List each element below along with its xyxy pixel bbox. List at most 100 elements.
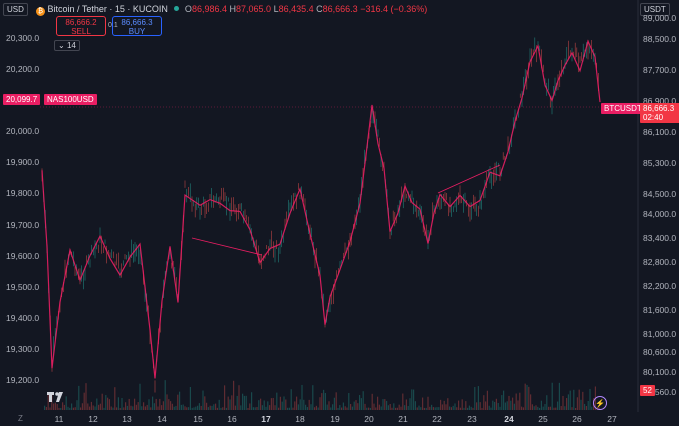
volume-bar: [152, 396, 154, 410]
time-axis-label: 24: [504, 414, 514, 424]
volume-bar: [362, 391, 364, 410]
left-axis-label: 19,300.0: [6, 344, 40, 354]
volume-bar: [222, 407, 224, 410]
volume-bar: [299, 399, 301, 410]
volume-bar: [389, 403, 391, 410]
volume-bar: [224, 385, 226, 410]
volume-bar: [90, 401, 92, 410]
time-axis-label: 17: [261, 414, 271, 424]
right-axis-label: 88,500.0: [643, 34, 677, 44]
volume-bar: [387, 405, 389, 410]
left-axis-label: 19,200.0: [6, 375, 40, 385]
volume-bar: [132, 406, 134, 410]
volume-bar: [202, 390, 204, 410]
volume-bar: [368, 407, 370, 410]
volume-bar: [584, 403, 586, 410]
left-axis-label: 20,300.0: [6, 33, 40, 43]
time-axis-label: 12: [88, 414, 98, 424]
volume-bar: [168, 399, 170, 410]
volume-bar: [108, 399, 110, 410]
volume-bar: [434, 407, 436, 410]
right-axis-label: 89,000.0: [643, 13, 677, 23]
volume-bar: [171, 403, 173, 410]
volume-bar: [137, 402, 139, 410]
volume-bar: [44, 405, 46, 410]
volume-bar: [515, 393, 517, 410]
volume-bar: [492, 400, 494, 410]
sell-button[interactable]: 86,666.2 SELL: [56, 16, 106, 36]
symbol-title[interactable]: Bitcoin / Tether · 15 · KUCOIN: [47, 4, 168, 14]
time-axis-label: 18: [295, 414, 305, 424]
volume-bar: [204, 396, 206, 410]
volume-bar: [353, 401, 355, 410]
volume-bar: [207, 407, 209, 410]
volume-bar: [576, 397, 578, 410]
volume-bar: [476, 402, 478, 410]
volume-bar: [429, 406, 431, 410]
volume-bar: [319, 397, 321, 410]
volume-bar: [130, 405, 132, 410]
volume-bar: [94, 406, 96, 410]
time-axis-label: 26: [572, 414, 582, 424]
volume-bar: [83, 392, 85, 410]
volume-bar: [315, 405, 317, 410]
volume-bar: [247, 407, 249, 410]
volume-bar: [285, 399, 287, 410]
volume-bar: [535, 405, 537, 410]
volume-bar: [519, 392, 521, 410]
volume-bar: [227, 396, 229, 410]
volume-bar: [377, 396, 379, 410]
volume-bar: [436, 407, 438, 410]
volume-bar: [209, 405, 211, 410]
volume-bar: [175, 405, 177, 410]
volume-bar: [441, 404, 443, 410]
volume-bar: [508, 395, 510, 410]
z-axis-toggle[interactable]: Z: [18, 414, 23, 423]
lightning-icon[interactable]: ⚡: [593, 396, 607, 410]
volume-bar: [472, 407, 474, 410]
volume-bar: [357, 403, 359, 410]
volume-bar: [420, 407, 422, 410]
volume-bar: [582, 391, 584, 410]
volume-bar: [186, 407, 188, 410]
volume-bar: [540, 400, 542, 410]
right-axis-label: 83,400.0: [643, 233, 677, 243]
volume-bar: [359, 395, 361, 410]
volume-bar: [567, 394, 569, 410]
volume-bar: [573, 389, 575, 410]
volume-bar: [321, 393, 323, 410]
volume-bar: [407, 405, 409, 410]
left-currency-selector[interactable]: USD: [3, 3, 28, 16]
left-axis-label: 19,500.0: [6, 282, 40, 292]
volume-bar: [522, 407, 524, 410]
volume-bar: [49, 407, 51, 410]
volume-bar: [292, 407, 294, 410]
volume-bar: [339, 405, 341, 410]
volume-bar: [188, 407, 190, 410]
volume-bar: [364, 403, 366, 410]
time-axis-label: 15: [193, 414, 203, 424]
right-axis-label: 84,000.0: [643, 209, 677, 219]
volume-bar: [348, 393, 350, 410]
volume-bar: [544, 403, 546, 410]
buy-button[interactable]: 86,666.3 BUY: [112, 16, 162, 36]
volume-bar: [308, 399, 310, 410]
volume-bar: [76, 400, 78, 410]
volume-bar: [414, 401, 416, 410]
right-axis-label: 81,000.0: [643, 329, 677, 339]
volume-bar: [269, 405, 271, 410]
right-axis-label: 86,900.0: [643, 96, 677, 106]
volume-bar: [58, 407, 60, 410]
right-currency-selector[interactable]: USDT: [640, 3, 670, 16]
volume-bar: [107, 397, 109, 410]
volume-bar: [251, 392, 253, 410]
volume-bar: [283, 396, 285, 410]
volume-bar: [546, 395, 548, 410]
collapse-indicators-button[interactable]: ⌄ 14: [54, 40, 80, 51]
volume-bar: [101, 393, 103, 410]
symbol-price-tag: BTCUSDT: [601, 103, 643, 114]
volume-bar: [146, 404, 148, 410]
tradingview-logo-icon[interactable]: [46, 390, 68, 404]
volume-bar: [69, 407, 71, 410]
